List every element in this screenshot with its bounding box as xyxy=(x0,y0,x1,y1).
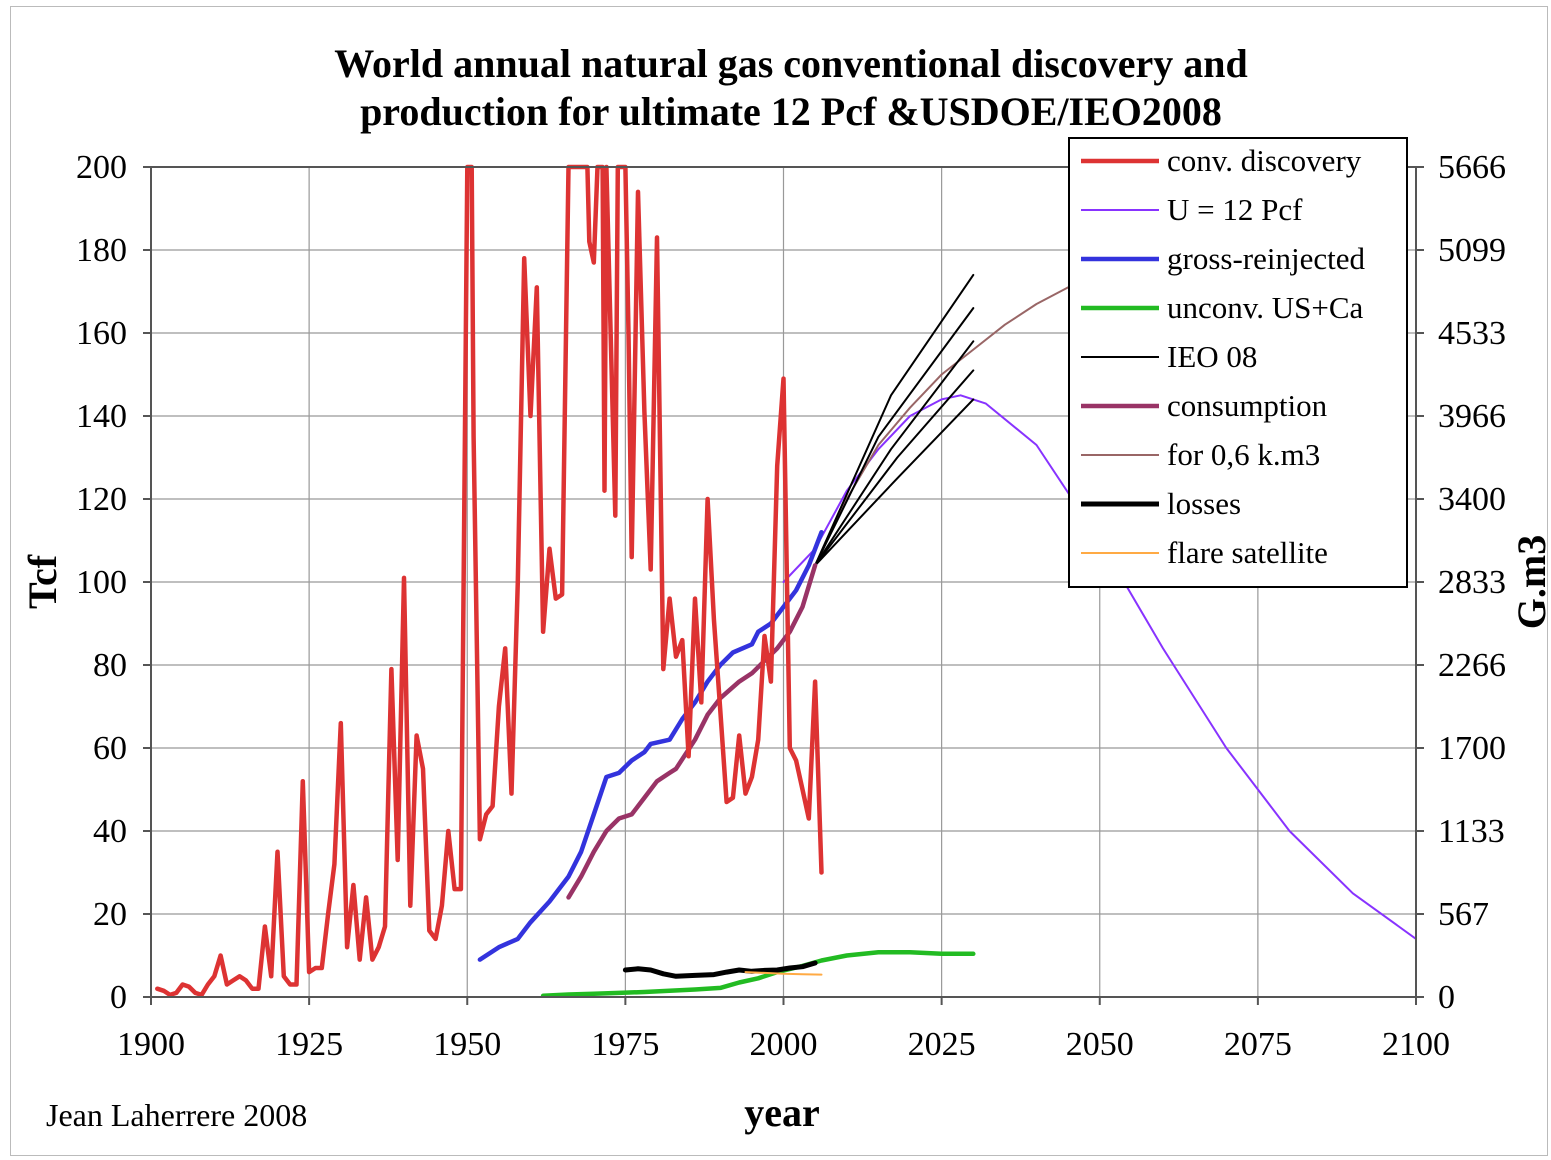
series-line-u-12-pcf xyxy=(782,394,1417,940)
legend-label-unconv-us-ca: unconv. US+Ca xyxy=(1167,290,1364,325)
legend-label-losses: losses xyxy=(1167,486,1241,521)
x-axis-label: year xyxy=(744,1090,820,1135)
y-tick-label: 0 xyxy=(110,979,127,1016)
x-tick-label: 2000 xyxy=(750,1026,818,1063)
x-tick-label: 1950 xyxy=(433,1026,501,1063)
y-tick-label: 60 xyxy=(93,730,127,767)
y2-tick-label: 3400 xyxy=(1438,481,1506,518)
series-line-ieo-08 xyxy=(814,340,975,567)
y-tick-label: 20 xyxy=(93,896,127,933)
y2-tick-label: 1133 xyxy=(1438,813,1505,850)
plot-border xyxy=(150,166,1417,998)
x-tick-label: 1900 xyxy=(117,1026,185,1063)
y2-tick-label: 3966 xyxy=(1438,398,1506,435)
series-line-losses xyxy=(622,960,818,979)
y2-tick-label: 567 xyxy=(1438,896,1489,933)
legend-label-ieo-08: IEO 08 xyxy=(1167,339,1257,374)
legend: conv. discovery U = 12 Pcf gross-reinjecte… xyxy=(1068,137,1408,588)
x-tick-label: 1975 xyxy=(591,1026,659,1063)
legend-label-u-12-pcf: U = 12 Pcf xyxy=(1167,192,1303,227)
y-tick-label: 40 xyxy=(93,813,127,850)
series-line-gross-reinjected xyxy=(477,529,824,962)
legend-label-flare-satellite: flare satellite xyxy=(1167,535,1328,570)
legend-label-conv-discovery: conv. discovery xyxy=(1167,143,1362,178)
series-line-consumption xyxy=(566,563,818,900)
chart-title-line-1: World annual natural gas conventional di… xyxy=(334,41,1247,86)
y-axis-ticks: 0 20 40 60 80 100 120 140 160 180 200 xyxy=(76,149,151,1016)
x-tick-label: 1925 xyxy=(275,1026,343,1063)
series-line-ieo-08 xyxy=(814,307,975,567)
y2-tick-label: 2833 xyxy=(1438,564,1506,601)
series-line-ieo-08 xyxy=(814,273,975,567)
y2-axis-ticks: 0 567 1133 1700 2266 2833 3400 3966 4533 5099 5666 xyxy=(1416,149,1506,1016)
series-layer xyxy=(155,164,1417,999)
series-line-ieo-08 xyxy=(814,398,975,567)
series-line-flare-satellite xyxy=(744,971,823,976)
y-axis-label: Tcf xyxy=(20,554,65,609)
credit-text: Jean Laherrere 2008 xyxy=(46,1097,307,1133)
y-tick-label: 160 xyxy=(76,315,127,352)
legend-label-for-0-6-k-m3: for 0,6 k.m3 xyxy=(1167,437,1320,472)
y-tick-label: 200 xyxy=(76,149,127,186)
chart-title-line-2: production for ultimate 12 Pcf &USDOE/IE… xyxy=(360,89,1222,134)
x-tick-label: 2100 xyxy=(1382,1026,1450,1063)
legend-box xyxy=(1068,137,1408,588)
y2-tick-label: 4533 xyxy=(1438,315,1506,352)
y-tick-label: 80 xyxy=(93,647,127,684)
chart-frame: World annual natural gas conventional di… xyxy=(10,6,1549,1156)
x-tick-label: 2050 xyxy=(1066,1026,1134,1063)
y2-tick-label: 2266 xyxy=(1438,647,1506,684)
y2-tick-label: 5099 xyxy=(1438,232,1506,269)
x-tick-label: 2025 xyxy=(908,1026,976,1063)
legend-label-gross-reinjected: gross-reinjected xyxy=(1167,241,1365,276)
x-axis-ticks: 1900 1925 1950 1975 2000 2025 2050 2075 2100 xyxy=(117,997,1450,1063)
y2-tick-label: 0 xyxy=(1438,979,1455,1016)
y-tick-label: 120 xyxy=(76,481,127,518)
y-tick-label: 140 xyxy=(76,398,127,435)
y-tick-label: 100 xyxy=(76,564,127,601)
x-tick-label: 2075 xyxy=(1224,1026,1292,1063)
series-line-conv-discovery xyxy=(155,164,824,998)
chart: World annual natural gas conventional di… xyxy=(20,41,1549,1135)
y2-tick-label: 1700 xyxy=(1438,730,1506,767)
legend-label-consumption: consumption xyxy=(1167,388,1328,423)
series-line-ieo-08 xyxy=(814,369,975,567)
series-line-unconv-us-ca xyxy=(540,949,976,999)
y2-axis-label: G.m3 xyxy=(1509,535,1549,629)
y-tick-label: 180 xyxy=(76,232,127,269)
y2-tick-label: 5666 xyxy=(1438,149,1506,186)
